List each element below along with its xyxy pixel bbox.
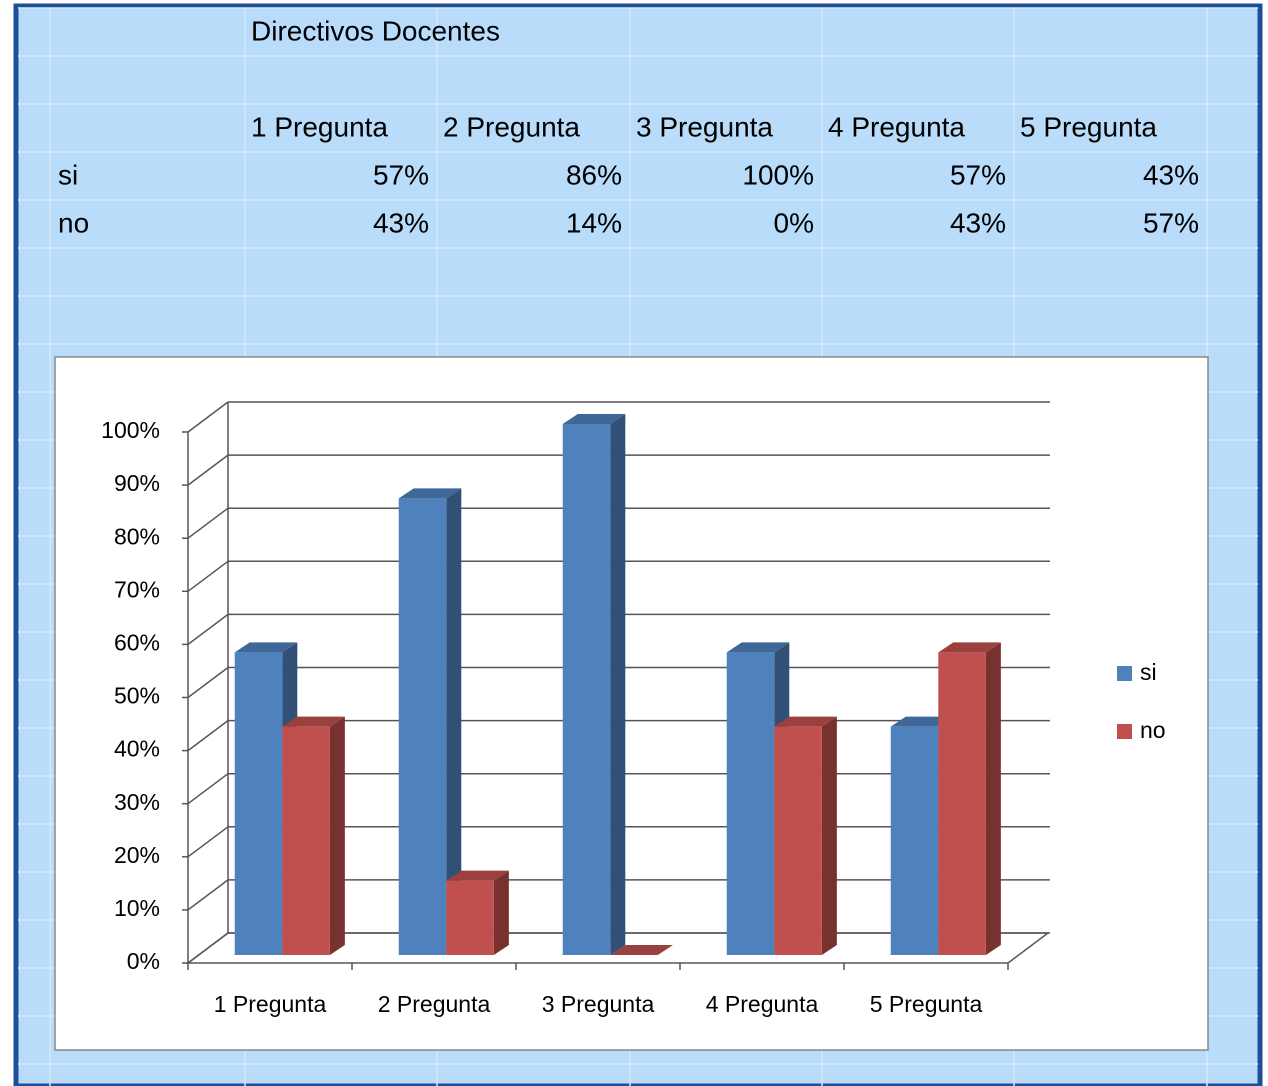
header-cell: 4 Pregunta — [828, 111, 965, 142]
value-cell: 43% — [950, 207, 1006, 238]
value-cell: 43% — [1143, 159, 1199, 190]
bar-top — [282, 716, 345, 727]
bar — [562, 414, 626, 955]
y-tick-label: 40% — [114, 736, 160, 762]
value-cell: 14% — [566, 207, 622, 238]
bar-front — [282, 726, 330, 955]
bar — [774, 716, 837, 955]
header-cell: 1 Pregunta — [251, 111, 388, 142]
bar-front — [562, 424, 611, 955]
grid-line — [187, 932, 229, 964]
grid-line — [187, 507, 229, 539]
grid-line — [187, 826, 229, 858]
y-tick-label: 80% — [114, 523, 160, 549]
grid-line — [187, 401, 229, 433]
bar-front — [234, 652, 283, 955]
bar-top — [562, 414, 626, 424]
value-cell: 57% — [950, 159, 1006, 190]
legend-label: no — [1140, 717, 1166, 743]
legend-swatch — [1117, 724, 1132, 739]
grid-line — [187, 719, 229, 752]
row-label: no — [58, 207, 89, 238]
header-cell: 2 Pregunta — [443, 111, 580, 142]
bar-top — [938, 642, 1001, 653]
x-tick-label: 5 Pregunta — [870, 991, 983, 1017]
x-tick-label: 4 Pregunta — [706, 991, 819, 1017]
grid-line — [187, 560, 229, 592]
table: Directivos Docentes 1 Pregunta 2 Pregunta… — [58, 15, 1199, 238]
bar-top — [726, 642, 790, 653]
bar-front — [398, 498, 447, 955]
y-tick-label: 90% — [114, 470, 160, 496]
bar-front — [890, 726, 939, 955]
bar-top — [446, 870, 509, 881]
y-tick-label: 0% — [127, 948, 160, 974]
y-tick-label: 10% — [114, 895, 160, 921]
value-cell: 100% — [742, 159, 814, 190]
bar — [398, 488, 462, 955]
header-cell: 5 Pregunta — [1020, 111, 1157, 142]
y-tick-label: 100% — [101, 417, 160, 443]
bar-side — [985, 642, 1001, 955]
grid-line — [187, 879, 229, 911]
legend-swatch — [1117, 666, 1132, 681]
bar-side — [610, 414, 626, 955]
bar-front — [938, 652, 986, 955]
value-cell: 57% — [1143, 207, 1199, 238]
y-tick-label: 30% — [114, 789, 160, 815]
grid-line — [187, 454, 229, 486]
chart: 0% 10% 20% 30% 40% 50% 60% 70% 80% 90% 100% 1 Pregu… — [101, 401, 1166, 1017]
grid-line — [187, 613, 229, 646]
bar-top — [610, 945, 673, 955]
table-title: Directivos Docentes — [251, 15, 500, 46]
bar-front — [774, 726, 822, 955]
value-cell: 0% — [774, 207, 814, 238]
x-tick-label: 2 Pregunta — [378, 991, 491, 1017]
bar-front — [726, 652, 775, 955]
bar-side — [329, 716, 345, 955]
legend-label: si — [1140, 659, 1157, 685]
grid-line — [187, 666, 229, 699]
y-tick-label: 50% — [114, 683, 160, 709]
bar-top — [234, 642, 298, 653]
grid-line — [187, 773, 229, 805]
row-label: si — [58, 159, 78, 190]
bar — [610, 945, 673, 955]
bar-front — [446, 880, 494, 955]
bar-top — [890, 716, 954, 727]
value-cell: 57% — [373, 159, 429, 190]
y-tick-label: 70% — [114, 576, 160, 602]
bar-side — [821, 716, 837, 955]
y-tick-label: 20% — [114, 842, 160, 868]
bar-side — [493, 870, 509, 955]
y-tick-label: 60% — [114, 629, 160, 655]
value-cell: 43% — [373, 207, 429, 238]
bar-top — [774, 716, 837, 727]
x-tick-label: 1 Pregunta — [214, 991, 327, 1017]
x-tick-label: 3 Pregunta — [542, 991, 655, 1017]
value-cell: 86% — [566, 159, 622, 190]
bar — [446, 870, 509, 955]
header-cell: 3 Pregunta — [636, 111, 773, 142]
bar — [282, 716, 345, 955]
bar-top — [398, 488, 462, 499]
bar-side — [446, 488, 462, 955]
bar — [938, 642, 1001, 955]
